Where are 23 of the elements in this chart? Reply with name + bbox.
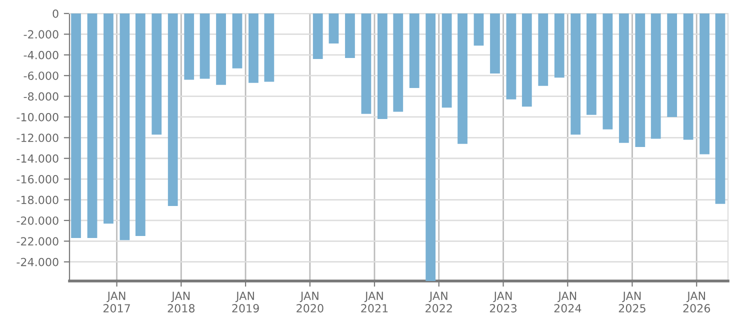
y-tick-label: -4.000 xyxy=(24,50,58,60)
x-tick-label: JAN 2026 xyxy=(683,292,710,312)
y-tick-label: 0 xyxy=(52,9,58,18)
x-tick-label: JAN 2018 xyxy=(168,292,195,312)
x-tick-label: JAN 2024 xyxy=(554,292,582,312)
y-tick-label: -16.000 xyxy=(16,175,58,184)
y-tick-label: -2.000 xyxy=(24,30,58,39)
y-tick-label: -18.000 xyxy=(16,196,58,204)
x-tick-label: JAN 2025 xyxy=(618,292,646,312)
y-tick-label: -14.000 xyxy=(16,154,58,163)
y-tick-label: -24.000 xyxy=(16,258,58,266)
x-tick-label: JAN 2020 xyxy=(296,292,324,312)
x-tick-label: JAN 2022 xyxy=(426,292,452,312)
y-tick-label: -8.000 xyxy=(24,92,58,101)
x-tick-label: JAN 2023 xyxy=(490,292,517,312)
y-tick-label: -22.000 xyxy=(16,237,58,246)
x-tick-label: JAN 2017 xyxy=(103,292,130,312)
y-tick-label: -6.000 xyxy=(24,72,58,80)
y-tick-label: -12.000 xyxy=(16,134,58,142)
y-tick-label: -10.000 xyxy=(16,112,58,122)
x-tick-label: JAN 2019 xyxy=(232,292,259,312)
x-tick-label: JAN 2021 xyxy=(361,292,388,312)
y-tick-label: -20.000 xyxy=(16,216,58,225)
